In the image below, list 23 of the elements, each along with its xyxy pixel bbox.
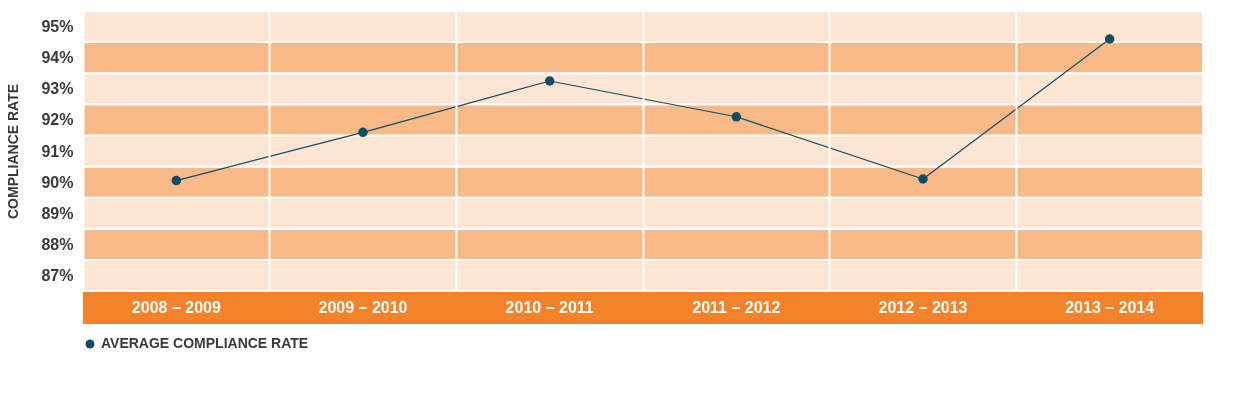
y-tick-label: 88% [41, 235, 74, 253]
legend-label: AVERAGE COMPLIANCE RATE [101, 335, 309, 351]
y-axis-title: COMPLIANCE RATE [5, 83, 22, 220]
y-tick-label: 95% [41, 18, 74, 36]
point [358, 127, 368, 138]
y-tick-label: 87% [41, 266, 74, 284]
x-tick-label: 2012 – 2013 [878, 298, 968, 316]
x-tick-label: 2011 – 2012 [692, 298, 781, 316]
point [1104, 34, 1115, 44]
y-tick-label: 90% [41, 173, 74, 191]
point [544, 76, 555, 86]
y-tick-label: 89% [41, 204, 74, 222]
x-tick-label: 2009 – 2010 [318, 298, 408, 316]
point [171, 175, 182, 186]
point [731, 112, 742, 122]
x-tick-label: 2010 – 2011 [505, 298, 594, 316]
y-tick-label: 92% [41, 111, 74, 129]
y-tick-label: 93% [41, 80, 74, 98]
y-tick-label: 94% [41, 49, 74, 67]
x-tick-label: 2013 – 2014 [1065, 298, 1155, 316]
x-tick-label: 2008 – 2009 [131, 298, 221, 316]
point [918, 174, 928, 184]
y-tick-label: 91% [41, 142, 74, 160]
